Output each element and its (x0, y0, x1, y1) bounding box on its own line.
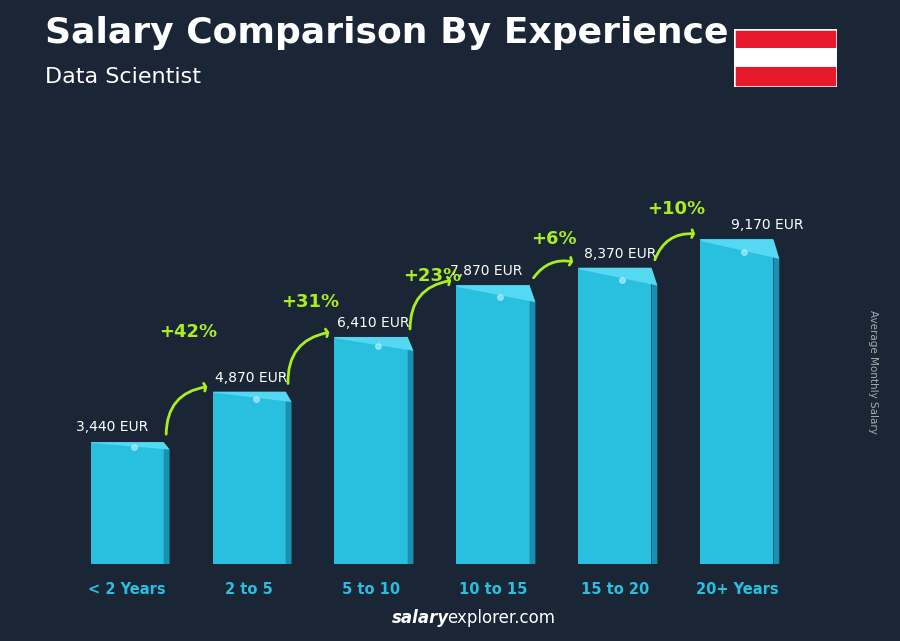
Text: < 2 Years: < 2 Years (88, 582, 166, 597)
Bar (734, 29, 837, 48)
Text: explorer.com: explorer.com (447, 609, 555, 627)
Polygon shape (529, 285, 535, 566)
Text: Average Monthly Salary: Average Monthly Salary (868, 310, 878, 434)
Polygon shape (212, 392, 292, 402)
Polygon shape (579, 268, 657, 285)
Text: 15 to 20: 15 to 20 (580, 582, 649, 597)
Polygon shape (335, 337, 413, 351)
Polygon shape (408, 337, 413, 565)
Text: +23%: +23% (403, 267, 461, 285)
Bar (456, 285, 529, 564)
Text: salary: salary (392, 609, 449, 627)
Bar (212, 392, 285, 564)
Text: 6,410 EUR: 6,410 EUR (337, 316, 410, 330)
Bar (700, 239, 773, 564)
Text: 20+ Years: 20+ Years (696, 582, 778, 597)
Text: 10 to 15: 10 to 15 (459, 582, 527, 597)
Text: +42%: +42% (159, 323, 217, 341)
Text: 5 to 10: 5 to 10 (342, 582, 400, 597)
Text: +10%: +10% (647, 201, 705, 219)
Text: Data Scientist: Data Scientist (45, 67, 201, 87)
Polygon shape (164, 442, 169, 565)
Bar (335, 337, 408, 564)
Bar (734, 48, 837, 67)
Text: 7,870 EUR: 7,870 EUR (450, 264, 523, 278)
Polygon shape (285, 392, 292, 565)
Text: Salary Comparison By Experience: Salary Comparison By Experience (45, 16, 728, 50)
Bar (91, 442, 164, 564)
Polygon shape (456, 285, 536, 302)
Bar (734, 67, 837, 87)
Polygon shape (91, 442, 169, 449)
Text: 3,440 EUR: 3,440 EUR (76, 420, 148, 435)
Text: 8,370 EUR: 8,370 EUR (584, 247, 657, 261)
Polygon shape (652, 268, 657, 566)
Text: 4,870 EUR: 4,870 EUR (215, 370, 287, 385)
Text: 2 to 5: 2 to 5 (225, 582, 273, 597)
Bar (579, 268, 652, 564)
Polygon shape (773, 239, 779, 566)
Text: +6%: +6% (531, 230, 577, 248)
Text: 9,170 EUR: 9,170 EUR (731, 219, 803, 232)
Text: +31%: +31% (281, 294, 339, 312)
Polygon shape (700, 239, 779, 259)
